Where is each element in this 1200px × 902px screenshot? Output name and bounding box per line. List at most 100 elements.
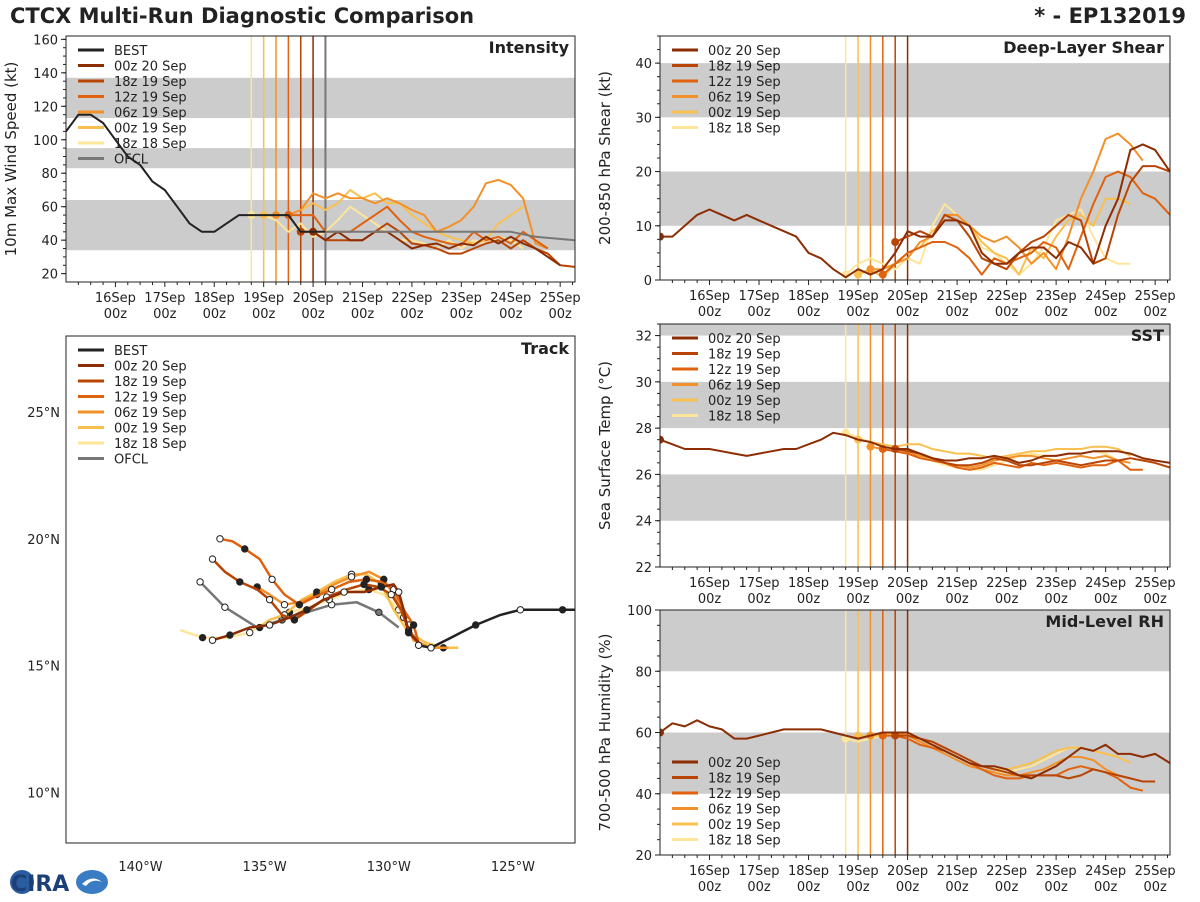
x-tick-label: 00z [153,307,177,322]
x-tick-label: 00z [896,305,920,320]
threshold-band [660,474,1170,521]
lat-label: 15°N [27,660,60,675]
x-tick-label: 17Sep [739,576,780,591]
x-tick-label: 18Sep [788,864,829,879]
track-point [265,621,274,629]
x-tick-label: 24Sep [1085,864,1126,879]
x-tick-label: 20Sep [293,291,334,306]
series-line-best [66,113,326,233]
x-tick-label: 21Sep [937,289,978,304]
init-marker [878,270,887,279]
x-tick-label: 23Sep [1036,576,1077,591]
shear-ylabel: 200-850 hPa Shear (kt) [596,71,614,245]
x-tick-label: 18Sep [194,291,235,306]
track-point [208,555,217,563]
y-tick-label: 26 [635,468,652,483]
legend-label: 00z 19 Sep [708,818,781,833]
x-tick-label: 00z [896,880,920,895]
x-tick-label: 20Sep [887,289,928,304]
series-line-06z-19-sep [870,132,1144,271]
track-point [208,636,217,644]
x-tick-label: 23Sep [1036,289,1077,304]
x-tick-label: 00z [995,305,1019,320]
init-marker [660,435,664,444]
page-title: CTCX Multi-Run Diagnostic Comparison [10,4,475,28]
series-line-00z-20-sep [660,431,1170,464]
lon-label: 130°W [367,860,411,875]
x-tick-label: 17Sep [739,289,780,304]
x-tick-label: 18Sep [788,576,829,591]
y-tick-label: 0 [644,274,652,289]
x-tick-label: 19Sep [838,289,879,304]
x-tick-label: 21Sep [342,291,383,306]
init-marker [660,728,664,737]
legend-label: 18z 19 Sep [708,772,781,787]
x-tick-label: 00z [301,307,325,322]
intensity-frame [65,35,576,283]
cira-logo: CIRA [6,866,116,902]
threshold-band [660,381,1170,429]
x-tick-label: 00z [995,592,1019,607]
x-tick-label: 16Sep [95,291,136,306]
track-point [387,590,395,599]
y-tick-label: 60 [41,201,58,216]
track-frame [65,335,576,844]
x-tick-label: 18Sep [788,289,829,304]
track-point [196,578,204,586]
x-tick-label: 23Sep [1036,864,1077,879]
legend-label: 00z 20 Sep [708,756,781,771]
x-tick-label: 00z [400,307,424,322]
y-tick-label: 20 [635,849,652,864]
y-tick-label: 22 [635,561,652,576]
lon-label: 140°W [118,860,162,875]
y-tick-label: 80 [41,167,58,182]
lat-label: 10°N [27,786,60,801]
x-tick-label: 00z [1094,305,1118,320]
sst-frame [659,323,1171,568]
x-tick-label: 00z [945,880,969,895]
x-tick-label: 00z [1094,880,1118,895]
x-tick-label: 20Sep [887,576,928,591]
x-tick-label: 16Sep [689,289,730,304]
y-tick-label: 30 [635,111,652,126]
series-line-12z-19-sep [882,170,1170,276]
x-tick-label: 19Sep [243,291,284,306]
x-tick-label: 00z [995,880,1019,895]
track-point [226,631,234,639]
x-tick-label: 00z [1143,592,1167,607]
shear-series [660,132,1170,279]
legend-label: 06z 19 Sep [708,379,781,394]
legend-label: 00z 20 Sep [708,332,781,347]
globe-icon [10,870,34,894]
legend-label: 18z 19 Sep [708,348,781,363]
x-tick-label: 23Sep [441,291,482,306]
x-tick-label: 00z [846,305,870,320]
init-marker [866,265,875,274]
lat-label: 25°N [27,406,60,421]
legend-label: 12z 19 Sep [708,75,781,90]
y-tick-label: 40 [635,788,652,803]
y-tick-label: 20 [41,268,58,283]
legend-label: BEST [114,44,147,59]
x-tick-label: 24Sep [1085,289,1126,304]
legend-label: BEST [114,344,147,359]
x-tick-label: 00z [548,307,572,322]
shear-title: Deep-Layer Shear [1003,38,1164,57]
series-line-18z-18-sep [845,203,1131,276]
legend-label: 00z 19 Sep [708,394,781,409]
x-tick-label: 00z [846,592,870,607]
rh-panel: 2040608010016Sep00z17Sep00z18Sep00z19Sep… [596,604,1176,895]
track-point [340,588,348,596]
x-tick-label: 20Sep [887,864,928,879]
x-tick-label: 00z [846,880,870,895]
track-point [404,628,413,637]
track-point [221,603,229,611]
legend-label: 06z 19 Sep [114,106,187,121]
x-tick-label: 00z [252,307,276,322]
sst-panel: 22242628303216Sep00z17Sep00z18Sep00z19Se… [596,323,1176,607]
x-tick-label: 00z [450,307,474,322]
